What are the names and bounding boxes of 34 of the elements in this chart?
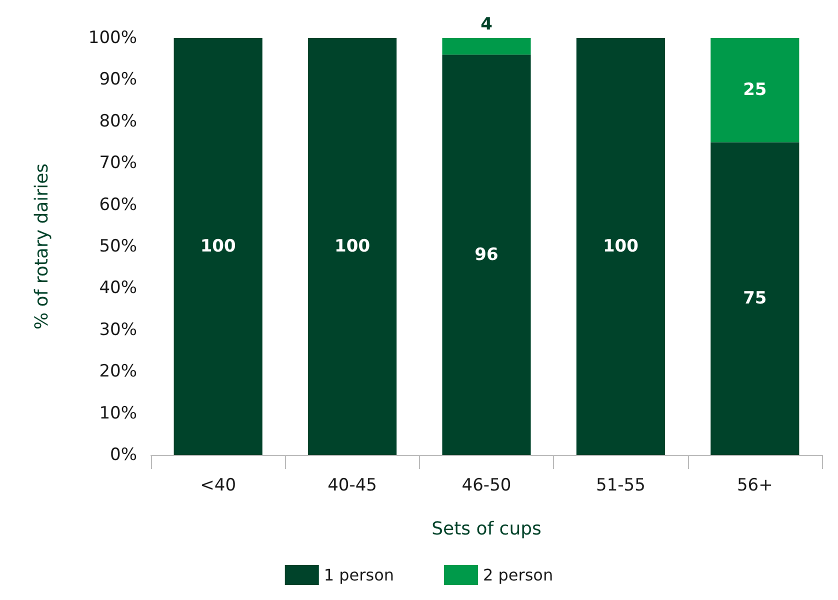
legend-label: 2 person xyxy=(483,566,554,584)
x-tick-label: <40 xyxy=(200,476,236,496)
bar xyxy=(576,38,665,455)
y-tick-label: 60% xyxy=(99,194,137,215)
data-label: 4 xyxy=(480,14,493,34)
y-tick-label: 100% xyxy=(88,28,137,48)
y-tick-label: 90% xyxy=(99,70,137,90)
y-tick-label: 10% xyxy=(99,403,137,424)
bar xyxy=(174,38,262,455)
data-label: 100 xyxy=(602,236,639,256)
y-tick-label: 30% xyxy=(99,320,137,340)
x-axis-title: Sets of cups xyxy=(432,518,542,540)
bar xyxy=(442,38,531,55)
legend-label: 1 person xyxy=(324,566,394,584)
data-label: 100 xyxy=(334,236,370,256)
x-tick-label: 40-45 xyxy=(328,476,378,496)
data-label: 75 xyxy=(743,288,767,309)
y-tick-label: 50% xyxy=(99,236,137,256)
y-tick-label: 40% xyxy=(99,278,137,298)
y-tick-label: 0% xyxy=(110,445,137,465)
y-axis-title: % of rotary dairies xyxy=(32,163,52,330)
y-tick-label: 80% xyxy=(99,111,137,132)
bar xyxy=(710,38,800,142)
x-tick-label: 46-50 xyxy=(462,476,512,496)
y-tick-label: 70% xyxy=(99,153,137,174)
x-tick-label: 56+ xyxy=(736,476,773,496)
bar xyxy=(442,54,531,455)
y-tick-label: 20% xyxy=(99,362,137,382)
bar xyxy=(710,142,800,455)
data-label: 100 xyxy=(200,236,236,256)
x-tick-label: 51-55 xyxy=(596,476,646,496)
data-label: 96 xyxy=(474,244,498,265)
bar xyxy=(308,38,397,455)
data-label: 25 xyxy=(743,80,767,100)
